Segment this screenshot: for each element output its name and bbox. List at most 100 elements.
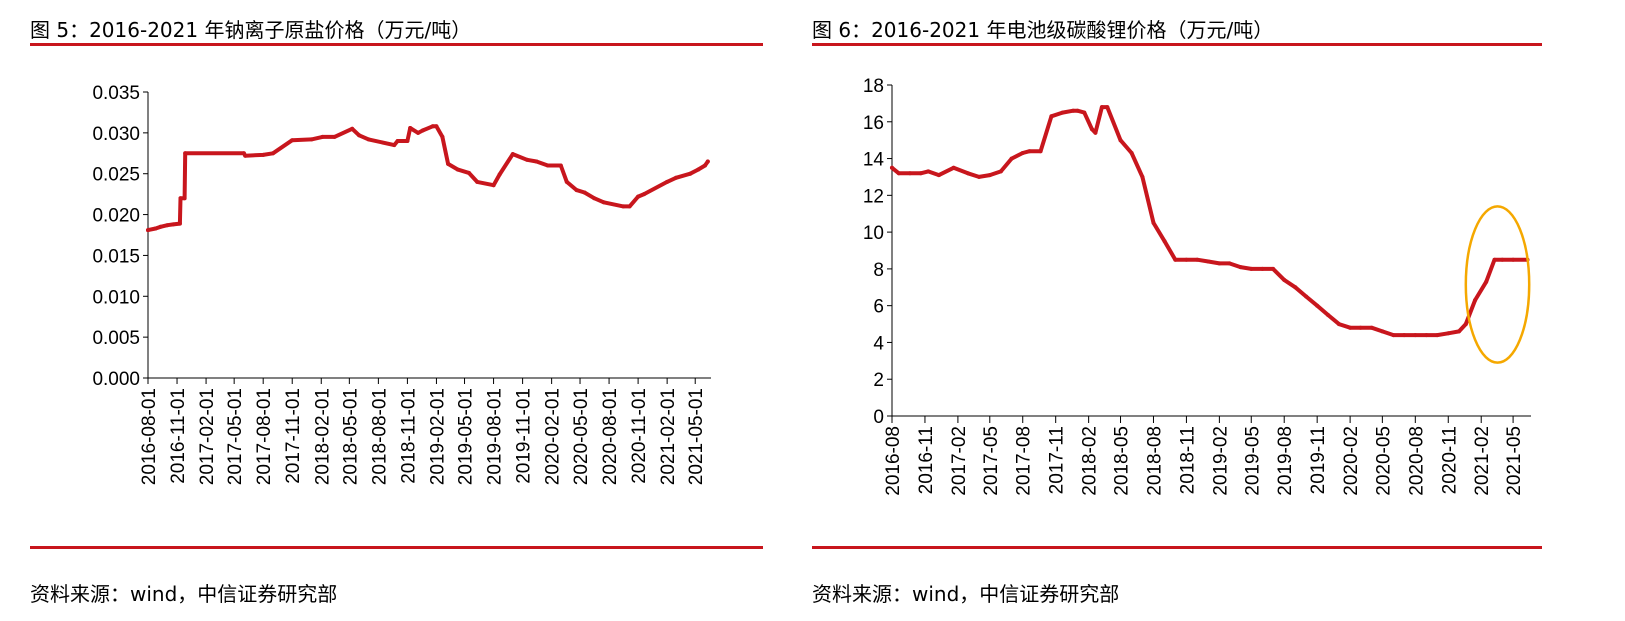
data-point: [1457, 329, 1461, 334]
y-tick-label: 16: [863, 113, 884, 134]
x-tick-label: 2021-02-01: [658, 388, 679, 485]
data-point: [1413, 333, 1418, 338]
data-point: [366, 137, 371, 142]
x-tick-label: 2020-02-01: [543, 388, 564, 485]
data-point: [1227, 261, 1232, 266]
data-point: [146, 228, 150, 233]
data-point: [1500, 257, 1505, 262]
data-point: [178, 196, 183, 201]
data-point: [290, 138, 295, 143]
x-tick-label: 2021-05-01: [686, 388, 707, 485]
y-tick-label: 0.025: [92, 165, 140, 186]
data-point: [1089, 127, 1094, 132]
data-point: [1140, 174, 1145, 179]
data-point: [1151, 220, 1156, 225]
data-point: [405, 139, 410, 143]
x-tick-label: 2017-05: [981, 426, 1002, 496]
x-tick-label: 2020-11: [1439, 426, 1460, 494]
source-divider: [30, 546, 763, 549]
data-point: [1162, 239, 1167, 244]
data-point: [926, 169, 931, 174]
y-tick-label: 0.000: [92, 369, 140, 390]
y-tick-label: 0.005: [92, 328, 140, 349]
data-point: [171, 222, 176, 227]
data-point: [1260, 266, 1265, 271]
data-point: [1325, 312, 1330, 317]
source-note: 资料来源：wind，中信证券研究部: [812, 582, 1120, 606]
title-divider: [812, 43, 1542, 46]
lithium-carbonate-price-chart: 0 2 4 6 8 10 12 14 16 18 2016-08 2016-11 2017-02 2017…: [863, 76, 1531, 496]
data-point: [936, 173, 941, 178]
data-point: [621, 204, 626, 209]
y-tick-label: 14: [863, 150, 885, 171]
source-note: 资料来源：wind，中信证券研究部: [30, 582, 338, 606]
x-tick-label: 2017-08: [1014, 426, 1035, 496]
data-point: [890, 165, 894, 170]
x-tick-label: 2018-05-01: [340, 388, 361, 485]
x-tick-label: 2020-11-01: [629, 388, 650, 484]
data-point: [271, 151, 275, 156]
x-tick-label: 2017-02: [949, 426, 970, 496]
x-tick-label: 2019-02-01: [427, 388, 448, 485]
data-point: [446, 161, 451, 166]
data-point: [1492, 257, 1497, 262]
data-point: [545, 163, 550, 168]
y-tick-label: 10: [863, 223, 884, 244]
data-point: [636, 194, 641, 199]
data-point: [1348, 325, 1353, 330]
x-tick-label: 2019-05-01: [456, 388, 477, 485]
data-point: [534, 159, 539, 164]
data-point: [1293, 285, 1298, 290]
data-point: [688, 171, 693, 176]
data-point: [165, 223, 170, 228]
data-point: [525, 157, 529, 162]
data-point: [243, 153, 248, 158]
x-tick-label: 2019-05: [1242, 426, 1263, 496]
y-tick-label: 0.035: [92, 83, 140, 104]
x-tick-label: 2020-08: [1406, 426, 1427, 496]
data-point: [1391, 333, 1396, 338]
data-point: [965, 171, 970, 176]
x-tick-label: 2019-11-01: [514, 388, 535, 484]
data-point: [466, 170, 471, 175]
y-tick-label: 8: [873, 260, 884, 281]
x-tick-label: 2016-11: [916, 426, 937, 494]
series-line: [890, 105, 1530, 338]
sodium-salt-price-chart: 0.000 0.005 0.010 0.015 0.020 0.025 0.030 0.035…: [92, 83, 711, 485]
data-point: [1238, 265, 1243, 270]
data-point: [1484, 279, 1489, 284]
data-point: [1071, 108, 1076, 113]
data-point: [1105, 105, 1110, 110]
figure-title: 图 6：2016-2021 年电池级碳酸锂价格（万元/吨）: [812, 18, 1274, 42]
data-point: [320, 134, 325, 139]
x-tick-label: 2016-08-01: [139, 388, 160, 485]
data-point: [392, 143, 397, 148]
data-point: [705, 159, 710, 164]
x-tick-label: 2020-05-01: [571, 388, 592, 485]
data-point: [1093, 130, 1098, 135]
data-point: [1358, 325, 1363, 330]
data-point: [455, 167, 460, 172]
x-tick-label: 2021-02: [1472, 426, 1493, 496]
data-point: [642, 192, 647, 197]
data-point: [309, 137, 314, 142]
data-point: [1075, 108, 1080, 113]
data-point: [1380, 329, 1385, 334]
source-divider: [812, 546, 1542, 549]
data-point: [601, 200, 606, 205]
data-point: [408, 126, 413, 130]
data-point: [696, 167, 701, 172]
data-point: [1304, 294, 1309, 299]
data-point: [1511, 257, 1516, 262]
data-point: [1337, 322, 1341, 327]
y-tick-label: 6: [873, 297, 884, 318]
data-point: [1463, 322, 1468, 327]
chart-panel-lithium-carbonate: 图 6：2016-2021 年电池级碳酸锂价格（万元/吨） 0 2 4 6 8 10 12 1…: [800, 0, 1625, 621]
x-tick-label: 2021-05: [1504, 426, 1525, 496]
data-point: [1217, 261, 1222, 266]
data-point: [475, 179, 480, 184]
data-point: [440, 134, 445, 139]
data-point: [1118, 138, 1123, 143]
data-point: [182, 196, 187, 201]
x-tick-label: 2018-02: [1080, 426, 1101, 496]
